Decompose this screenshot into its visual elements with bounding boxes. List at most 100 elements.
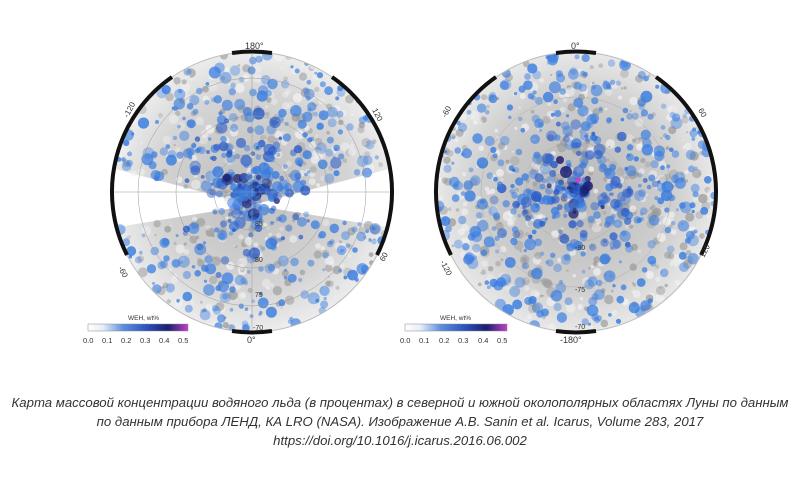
ice-concentration-spot bbox=[161, 85, 171, 95]
ice-concentration-spot bbox=[150, 170, 161, 180]
ice-concentration-spot bbox=[553, 99, 558, 104]
ice-concentration-spot bbox=[633, 156, 639, 162]
ice-concentration-spot bbox=[249, 88, 257, 97]
crater-speckle bbox=[282, 91, 289, 98]
ice-concentration-spot bbox=[258, 204, 270, 216]
ice-concentration-spot bbox=[194, 148, 201, 154]
ice-concentration-spot bbox=[566, 242, 575, 252]
ice-concentration-spot bbox=[324, 173, 335, 184]
ice-concentration-spot bbox=[353, 169, 361, 176]
ice-concentration-spot bbox=[203, 279, 208, 283]
ice-concentration-spot bbox=[182, 270, 191, 280]
ice-concentration-spot bbox=[156, 88, 167, 99]
ice-concentration-spot bbox=[679, 202, 686, 209]
crater-speckle bbox=[461, 224, 469, 232]
crater-speckle bbox=[437, 177, 443, 183]
crater-speckle bbox=[215, 302, 225, 312]
crater-speckle bbox=[169, 224, 172, 227]
crater-speckle bbox=[610, 289, 614, 293]
crater-speckle bbox=[266, 97, 272, 103]
ice-concentration-spot bbox=[275, 216, 281, 222]
south-colorbar-tick: 0.2 bbox=[439, 336, 449, 345]
ice-concentration-spot bbox=[660, 165, 665, 171]
ice-concentration-spot bbox=[521, 196, 532, 208]
south-lon-label-bottom: -180° bbox=[560, 335, 582, 345]
ice-concentration-spot bbox=[362, 155, 373, 166]
ice-concentration-spot bbox=[570, 119, 581, 130]
crater-speckle bbox=[684, 142, 692, 150]
ice-concentration-spot bbox=[451, 135, 456, 139]
crater-speckle bbox=[209, 306, 218, 315]
ice-concentration-spot bbox=[234, 274, 246, 286]
ice-concentration-spot bbox=[322, 252, 329, 259]
crater-speckle bbox=[655, 293, 664, 303]
crater-speckle bbox=[326, 130, 330, 135]
ice-concentration-spot bbox=[641, 144, 653, 156]
crater-speckle bbox=[165, 92, 174, 102]
north-colorbar-tick: 0.2 bbox=[121, 336, 131, 345]
crater-speckle bbox=[625, 225, 629, 229]
ice-concentration-spot bbox=[179, 130, 190, 141]
crater-speckle bbox=[644, 161, 652, 168]
ice-concentration-spot bbox=[691, 137, 696, 141]
crater-speckle bbox=[275, 151, 283, 159]
crater-speckle bbox=[363, 151, 371, 158]
ice-concentration-spot bbox=[318, 110, 329, 121]
crater-speckle bbox=[321, 249, 330, 258]
ice-concentration-spot bbox=[515, 148, 523, 156]
ice-concentration-spot bbox=[559, 88, 566, 95]
ice-concentration-spot bbox=[243, 144, 251, 152]
ice-concentration-spot bbox=[563, 202, 574, 213]
ice-concentration-spot bbox=[234, 217, 246, 229]
ice-concentration-spot bbox=[341, 231, 351, 241]
crater-speckle bbox=[315, 243, 321, 249]
crater-speckle bbox=[528, 304, 537, 314]
ice-concentration-spot bbox=[335, 96, 340, 101]
ice-concentration-spot bbox=[533, 151, 541, 159]
south-lon-label-right-top: 60 bbox=[696, 107, 708, 120]
ice-concentration-spot bbox=[245, 174, 252, 181]
crater-speckle bbox=[286, 160, 292, 167]
ice-concentration-spot bbox=[678, 251, 687, 260]
ice-concentration-spot bbox=[572, 210, 577, 214]
crater-speckle bbox=[525, 278, 529, 281]
crater-speckle bbox=[542, 315, 546, 320]
ice-concentration-spot bbox=[374, 155, 379, 160]
crater-speckle bbox=[681, 116, 689, 124]
crater-speckle bbox=[195, 235, 200, 240]
ice-concentration-spot bbox=[497, 228, 507, 239]
ice-concentration-spot bbox=[693, 229, 698, 234]
ice-concentration-spot bbox=[298, 277, 303, 283]
crater-speckle bbox=[200, 300, 203, 304]
ice-concentration-spot bbox=[584, 150, 595, 160]
ice-concentration-spot bbox=[194, 270, 201, 277]
ice-concentration-spot bbox=[270, 205, 277, 212]
ice-concentration-spot bbox=[293, 145, 303, 154]
ice-concentration-spot bbox=[182, 291, 193, 302]
ice-concentration-spot bbox=[155, 120, 159, 124]
crater-speckle bbox=[647, 273, 652, 278]
crater-speckle bbox=[276, 232, 282, 238]
crater-speckle bbox=[273, 260, 282, 269]
crater-speckle bbox=[261, 278, 271, 288]
ice-concentration-spot bbox=[278, 299, 286, 307]
ice-concentration-spot bbox=[580, 158, 589, 166]
ice-concentration-spot bbox=[636, 217, 642, 223]
ice-concentration-spot bbox=[527, 93, 534, 100]
ice-concentration-spot bbox=[242, 324, 250, 332]
ice-concentration-spot bbox=[550, 112, 555, 117]
ice-concentration-spot bbox=[282, 164, 288, 170]
ice-concentration-spot bbox=[689, 129, 698, 138]
ice-concentration-spot bbox=[246, 181, 250, 185]
crater-speckle bbox=[274, 130, 282, 139]
crater-speckle bbox=[639, 195, 647, 203]
ice-concentration-spot bbox=[571, 138, 582, 149]
ice-concentration-spot bbox=[267, 264, 276, 272]
north-map: 180° -120 120 -60 60 0° 85 80 75 -70 WEH… bbox=[83, 41, 395, 345]
ice-concentration-spot bbox=[512, 200, 520, 209]
ice-concentration-spot bbox=[493, 280, 504, 291]
crater-speckle bbox=[557, 257, 562, 263]
ice-concentration-spot bbox=[553, 263, 562, 273]
crater-speckle bbox=[478, 268, 482, 272]
ice-concentration-spot bbox=[608, 313, 612, 317]
